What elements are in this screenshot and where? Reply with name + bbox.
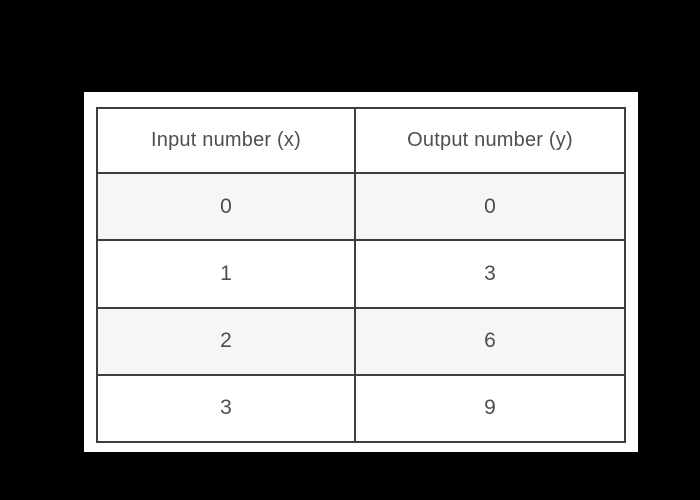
table-row: 2 6	[96, 306, 626, 376]
table-row: 3 9	[96, 373, 626, 444]
cell-output-1: 3	[354, 239, 626, 309]
cell-input-0: 0	[96, 171, 356, 242]
cell-input-1: 1	[96, 239, 356, 309]
function-table: Input number (x) Output number (y) 0 0 1…	[96, 107, 626, 444]
cell-input-2: 2	[96, 306, 356, 376]
column-header-input: Input number (x)	[96, 107, 356, 174]
cell-output-2: 6	[354, 306, 626, 376]
cell-output-3: 9	[354, 373, 626, 444]
table-card: Input number (x) Output number (y) 0 0 1…	[84, 92, 638, 452]
table-row: 0 0	[96, 171, 626, 242]
cell-output-0: 0	[354, 171, 626, 242]
column-header-output: Output number (y)	[354, 107, 626, 174]
table-row: 1 3	[96, 239, 626, 309]
cell-input-3: 3	[96, 373, 356, 444]
table-header-row: Input number (x) Output number (y)	[96, 107, 626, 174]
